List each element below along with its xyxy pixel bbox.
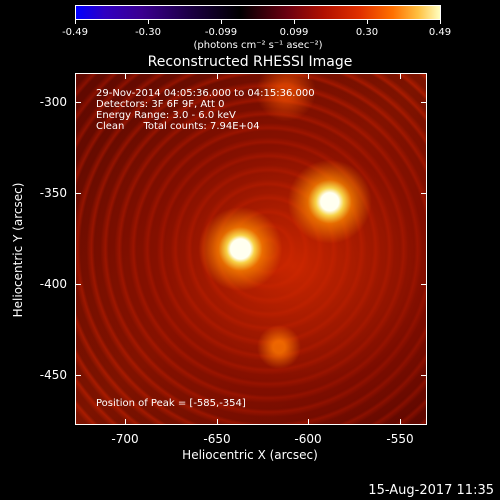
info-detectors: Detectors: 3F 6F 9F, Att 0 xyxy=(96,99,225,110)
colorbar-tick-label: -0.099 xyxy=(204,27,238,38)
y-tick xyxy=(421,375,427,376)
x-tick-label: -700 xyxy=(111,432,139,446)
x-axis-title: Heliocentric X (arcsec) xyxy=(182,448,318,462)
info-energy-range: Energy Range: 3.0 - 6.0 keV xyxy=(96,110,236,121)
image-plot: 29-Nov-2014 04:05:36.000 to 04:15:36.000… xyxy=(75,73,427,425)
y-tick-label: -450 xyxy=(39,368,67,382)
y-tick xyxy=(421,193,427,194)
x-tick xyxy=(217,73,218,79)
y-tick-label: -400 xyxy=(39,277,67,291)
colorbar-tick-label: 0.49 xyxy=(428,27,452,38)
colorbar-tick xyxy=(440,20,441,24)
colorbar-tick-label: 0.099 xyxy=(279,27,309,38)
x-tick xyxy=(308,73,309,79)
y-tick xyxy=(75,102,81,103)
x-tick-label: -550 xyxy=(386,432,414,446)
timestamp: 15-Aug-2017 11:35 xyxy=(368,483,494,498)
colorbar-tick xyxy=(367,20,368,24)
colorbar-units: (photons cm⁻² s⁻¹ asec⁻²) xyxy=(193,40,323,51)
y-tick xyxy=(75,375,81,376)
x-tick xyxy=(125,419,126,425)
x-tick xyxy=(400,73,401,79)
x-tick-label: -600 xyxy=(294,432,322,446)
chart-title: Reconstructed RHESSI Image xyxy=(147,54,353,70)
colorbar xyxy=(75,5,441,20)
y-tick-label: -350 xyxy=(39,186,67,200)
colorbar-tick xyxy=(148,20,149,24)
info-time-range: 29-Nov-2014 04:05:36.000 to 04:15:36.000 xyxy=(96,88,315,99)
colorbar-tick-label: -0.30 xyxy=(135,27,161,38)
x-tick xyxy=(125,73,126,79)
y-tick xyxy=(75,193,81,194)
y-tick xyxy=(75,284,81,285)
x-tick-label: -650 xyxy=(203,432,231,446)
colorbar-tick xyxy=(75,20,76,24)
colorbar-tick-label: -0.49 xyxy=(62,27,88,38)
x-tick xyxy=(308,419,309,425)
colorbar-tick xyxy=(221,20,222,24)
info-total-counts: Clean Total counts: 7.94E+04 xyxy=(96,121,260,132)
x-tick xyxy=(400,419,401,425)
colorbar-tick xyxy=(294,20,295,24)
colorbar-tick-label: 0.30 xyxy=(355,27,379,38)
y-tick xyxy=(421,102,427,103)
y-tick xyxy=(421,284,427,285)
y-tick-label: -300 xyxy=(39,95,67,109)
peak-position: Position of Peak = [-585,-354] xyxy=(96,398,246,409)
y-axis-title: Heliocentric Y (arcsec) xyxy=(11,182,25,318)
x-tick xyxy=(217,419,218,425)
